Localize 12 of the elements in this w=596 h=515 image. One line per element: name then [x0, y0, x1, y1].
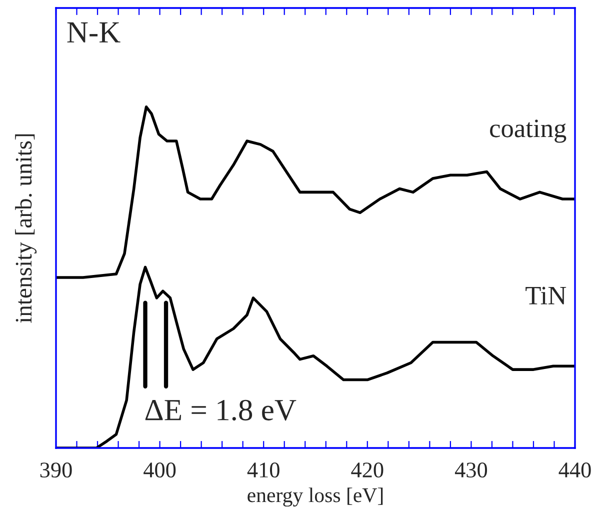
x-tick-label: 440 [558, 462, 591, 478]
x-tick-label: 400 [144, 462, 176, 478]
x-tick-label: 430 [454, 462, 488, 478]
text: TiN [526, 286, 566, 304]
x-tick-label: 390 [40, 462, 72, 478]
x-tick-label: 420 [351, 462, 384, 478]
annotation: ΔE = 1.8 eV [145, 400, 296, 421]
text: N-K [67, 22, 120, 42]
x-axis-title: energy loss [eV] [248, 488, 383, 507]
x-tick-label: 410 [247, 462, 280, 478]
y-axis-title: intensity [arb. units] [15, 134, 37, 323]
series-label: coating [490, 120, 566, 143]
